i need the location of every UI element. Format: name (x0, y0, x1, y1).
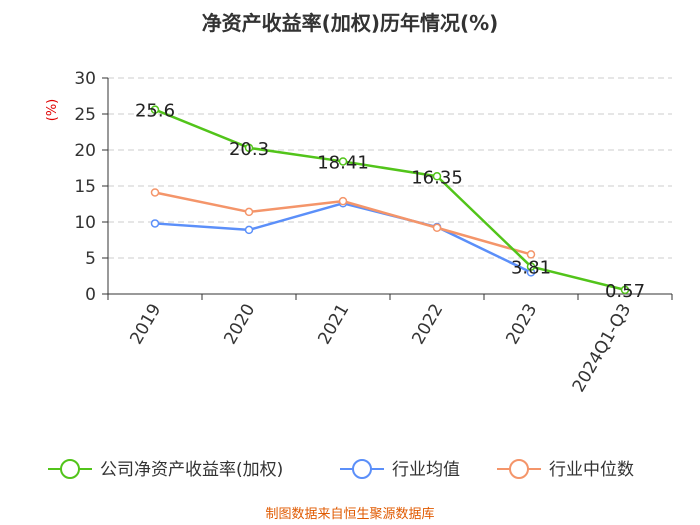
y-tick-label-0: 0 (85, 285, 96, 305)
data-label-2021: 18.41 (317, 152, 369, 173)
x-axis-ticks: 2019 2020 2021 2022 2023 2024Q1-Q3 (107, 294, 673, 396)
y-tick-label-30: 30 (74, 69, 96, 89)
legend-label: 行业中位数 (549, 460, 634, 480)
chart-title: 净资产收益率(加权)历年情况(%) (202, 11, 499, 35)
series-group: 25.6 20.3 18.41 16.35 3.81 0.57 (135, 101, 645, 302)
data-label-2022: 16.35 (411, 167, 463, 188)
data-point (244, 143, 254, 153)
y-tick-label-10: 10 (74, 213, 96, 233)
y-tick-label-25: 25 (74, 105, 96, 125)
data-point (526, 262, 536, 271)
data-point (338, 157, 348, 166)
series-2 (150, 188, 536, 259)
data-point (432, 172, 442, 181)
data-point (338, 196, 348, 206)
y-axis-ticks: 0 5 10 15 20 25 30 (74, 69, 108, 305)
legend[interactable]: 公司净资产收益率(加权) 行业均值 行业中位数 (48, 459, 634, 480)
y-tick-label-20: 20 (74, 141, 96, 161)
legend-swatch-marker (60, 459, 80, 479)
x-tick-label-2019: 2019 (126, 301, 165, 348)
x-tick-label-2022: 2022 (408, 301, 447, 348)
series-line-0 (154, 108, 626, 292)
data-point (244, 225, 254, 235)
data-label-2023: 3.81 (511, 258, 551, 279)
legend-swatch-marker (509, 459, 529, 479)
legend-label: 行业均值 (392, 460, 460, 480)
data-point (150, 105, 160, 114)
y-tick-label-5: 5 (85, 249, 96, 269)
legend-item-1[interactable]: 行业均值 (340, 459, 460, 480)
y-axis-unit-label: (%) (45, 99, 60, 122)
data-point (620, 285, 630, 295)
legend-item-0[interactable]: 公司净资产收益率(加权) (48, 459, 283, 480)
x-tick-label-2023: 2023 (502, 301, 541, 348)
data-label-2020: 20.3 (229, 139, 269, 160)
gridlines (108, 77, 672, 259)
data-point (150, 219, 160, 228)
source-text: 制图数据来自恒生聚源数据库 (265, 506, 434, 522)
data-point (526, 250, 536, 259)
legend-label: 公司净资产收益率(加权) (100, 460, 283, 480)
y-tick-label-15: 15 (74, 177, 96, 197)
data-point (432, 223, 442, 233)
data-point (244, 207, 254, 217)
data-point (150, 188, 160, 197)
data-label-2024Q1-Q3: 0.57 (605, 281, 645, 302)
series-0 (150, 105, 630, 295)
legend-swatch-marker (352, 459, 372, 479)
data-label-2019: 25.6 (135, 101, 175, 122)
x-tick-label-2021: 2021 (314, 301, 353, 348)
x-tick-label-2020: 2020 (220, 301, 259, 348)
legend-item-2[interactable]: 行业中位数 (497, 459, 634, 480)
x-tick-label-2024Q1-Q3: 2024Q1-Q3 (569, 301, 636, 396)
